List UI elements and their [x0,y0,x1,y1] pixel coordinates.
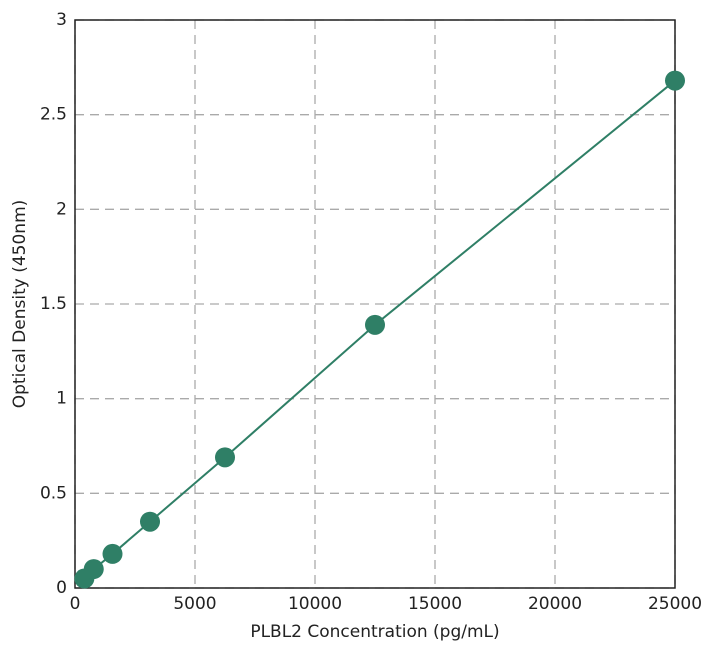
data-point [102,543,123,564]
x-tick-label: 0 [70,594,81,614]
x-tick-label: 5000 [173,594,216,614]
y-tick-label: 1.5 [40,294,67,314]
y-tick-label: 2.5 [40,105,67,125]
data-point [215,447,235,468]
data-point [83,559,104,580]
x-tick-label: 25000 [648,594,702,614]
data-point [665,70,685,91]
y-axis-label: Optical Density (450nm) [10,200,30,409]
data-point [140,511,160,532]
x-tick-label: 10000 [288,594,342,614]
data-point [365,314,385,335]
y-tick-label: 2 [56,199,67,219]
y-tick-label: 0 [56,578,67,598]
y-tick-label: 1 [56,389,67,409]
x-tick-label: 15000 [408,594,462,614]
plot-frame [74,19,676,589]
y-tick-label: 3 [56,10,67,30]
x-axis-label: PLBL2 Concentration (pg/mL) [250,622,499,642]
y-tick-label: 0.5 [40,483,67,503]
x-tick-label: 20000 [528,594,582,614]
